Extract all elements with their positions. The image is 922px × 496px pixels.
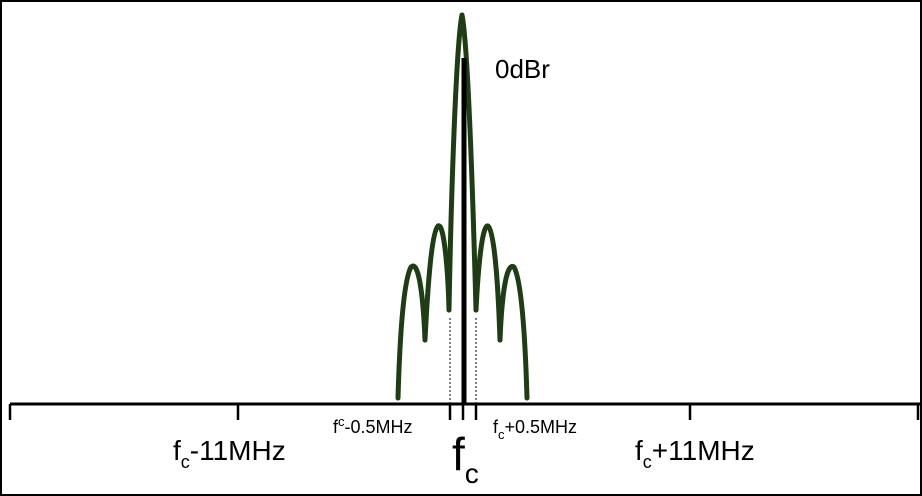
label-fc-minus-11: fc-11MHz [173,435,286,472]
label-fc-plus-11: fc+11MHz [635,435,755,472]
spectrum-outer-left-lobe [395,263,428,401]
spectrum-outer-right-lobe [497,263,530,401]
spectrum-inner-right-lobe [473,223,503,343]
spectrum-inner-left-lobe [422,223,452,343]
label-fc-minus-half: fc-0.5MHz [333,414,413,437]
label-fc-center: fc [452,428,479,489]
spectrum-main-lobe [446,12,479,313]
peak-label: 0dBr [495,54,550,84]
label-fc-plus-half: fc+0.5MHz [493,417,577,442]
spectrum-lobes [395,12,530,401]
